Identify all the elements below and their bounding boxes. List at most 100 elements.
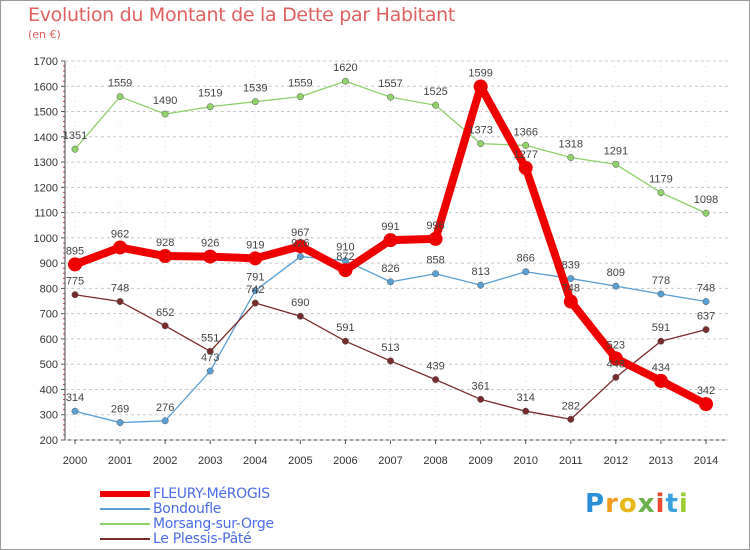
data-label-morsang-sur-orge-2001: 1559 <box>108 78 132 90</box>
data-point-morsang-sur-orge-2005 <box>296 93 304 101</box>
y-tick-label-1400: 1400 <box>34 132 58 144</box>
data-point-bondoufle-2008 <box>432 270 440 278</box>
data-label-bondoufle-2011: 839 <box>562 260 580 272</box>
y-tick-label-1200: 1200 <box>34 182 58 194</box>
data-point-bondoufle-2002 <box>161 417 169 425</box>
data-point-bondoufle-2005 <box>296 253 304 261</box>
logo-letter: i <box>678 489 689 519</box>
data-label-morsang-sur-orge-2009: 1373 <box>468 125 492 137</box>
data-point-fleury-m-rogis-2001 <box>113 240 128 255</box>
data-label-le-plessis-p-t--2005: 690 <box>291 297 309 309</box>
x-tick-label-2004: 2004 <box>243 455 267 467</box>
data-point-morsang-sur-orge-2011 <box>567 154 575 161</box>
data-point-fleury-m-rogis-2006 <box>338 263 353 278</box>
x-tick-label-2010: 2010 <box>513 455 537 467</box>
data-label-bondoufle-2001: 269 <box>111 404 129 416</box>
data-label-fleury-m-rogis-2005: 967 <box>291 227 309 239</box>
data-point-morsang-sur-orge-2009 <box>477 140 485 148</box>
data-label-le-plessis-p-t--2009: 361 <box>471 380 489 392</box>
y-tick-label-400: 400 <box>40 384 58 396</box>
data-point-bondoufle-2009 <box>477 281 485 289</box>
x-tick-label-2007: 2007 <box>378 455 402 467</box>
x-tick-label-2000: 2000 <box>63 455 87 467</box>
chart-subtitle: (en €) <box>28 28 61 41</box>
data-label-le-plessis-p-t--2012: 448 <box>607 358 625 370</box>
data-point-morsang-sur-orge-2006 <box>341 77 349 85</box>
x-tick-label-2002: 2002 <box>153 455 177 467</box>
x-tick-label-2012: 2012 <box>604 455 628 467</box>
data-point-morsang-sur-orge-2001 <box>116 93 124 101</box>
y-tick-label-500: 500 <box>40 359 58 371</box>
data-point-fleury-m-rogis-2005 <box>293 239 308 254</box>
data-point-bondoufle-2001 <box>116 419 124 427</box>
data-point-le-plessis-p-t--2011 <box>567 415 575 423</box>
data-label-morsang-sur-orge-2008: 1525 <box>423 86 447 98</box>
data-point-le-plessis-p-t--2008 <box>432 376 440 384</box>
logo-letter: t <box>665 489 679 519</box>
data-point-bondoufle-2004 <box>251 287 259 295</box>
data-label-fleury-m-rogis-2001: 962 <box>111 228 129 240</box>
data-point-le-plessis-p-t--2012 <box>612 373 620 381</box>
legend-label-morsang: Morsang-sur-Orge <box>153 516 274 532</box>
data-label-morsang-sur-orge-2013: 1179 <box>649 174 673 186</box>
data-point-le-plessis-p-t--2000 <box>71 291 79 299</box>
data-label-fleury-m-rogis-2012: 523 <box>607 339 625 351</box>
legend-label-plessis: Le Plessis-Pâté <box>153 531 252 547</box>
chart-title: Evolution du Montant de la Dette par Hab… <box>28 4 456 26</box>
legend-label-bondoufle: Bondoufle <box>153 501 222 517</box>
x-tick-label-2013: 2013 <box>649 455 673 467</box>
data-label-fleury-m-rogis-2008: 996 <box>426 220 444 232</box>
data-point-fleury-m-rogis-2014 <box>699 397 713 412</box>
data-label-le-plessis-p-t--2008: 439 <box>426 361 444 373</box>
data-label-morsang-sur-orge-2011: 1318 <box>559 139 583 151</box>
data-point-bondoufle-2010 <box>522 268 530 276</box>
y-tick-label-200: 200 <box>40 435 58 447</box>
proxiti-logo: Proxiti <box>585 489 689 519</box>
data-label-fleury-m-rogis-2003: 926 <box>201 238 219 250</box>
data-point-fleury-m-rogis-2011 <box>563 294 578 309</box>
data-label-bondoufle-2013: 778 <box>652 275 670 287</box>
data-label-fleury-m-rogis-2013: 434 <box>652 362 670 374</box>
data-point-le-plessis-p-t--2013 <box>657 337 665 345</box>
series-layer <box>68 77 713 427</box>
data-point-fleury-m-rogis-2010 <box>518 160 533 175</box>
y-tick-label-300: 300 <box>40 410 58 422</box>
data-point-morsang-sur-orge-2002 <box>161 110 169 118</box>
data-point-morsang-sur-orge-2000 <box>71 145 79 153</box>
data-point-fleury-m-rogis-2003 <box>203 249 218 264</box>
y-tick-label-1000: 1000 <box>34 233 58 245</box>
data-label-morsang-sur-orge-2004: 1539 <box>243 83 267 95</box>
data-label-fleury-m-rogis-2004: 919 <box>246 239 264 251</box>
y-tick-label-1500: 1500 <box>34 107 58 119</box>
legend-label-fleury: FLEURY-MéROGIS <box>153 486 270 502</box>
data-label-fleury-m-rogis-2006: 872 <box>336 251 354 263</box>
x-tick-label-2008: 2008 <box>423 455 447 467</box>
y-tick-label-1300: 1300 <box>34 157 58 169</box>
data-point-bondoufle-2012 <box>612 282 620 290</box>
data-point-le-plessis-p-t--2003 <box>206 347 214 355</box>
legend-swatch-morsang <box>100 523 150 525</box>
logo-letter: P <box>585 489 606 519</box>
data-label-bondoufle-2014: 748 <box>697 283 715 295</box>
data-label-le-plessis-p-t--2002: 652 <box>156 307 174 319</box>
data-label-bondoufle-2010: 866 <box>517 253 535 265</box>
data-point-le-plessis-p-t--2006 <box>341 337 349 345</box>
data-point-le-plessis-p-t--2009 <box>477 395 485 403</box>
data-point-morsang-sur-orge-2004 <box>251 98 259 106</box>
data-point-fleury-m-rogis-2007 <box>383 233 398 248</box>
data-label-morsang-sur-orge-2005: 1559 <box>288 78 312 90</box>
data-point-morsang-sur-orge-2008 <box>432 101 440 109</box>
data-point-morsang-sur-orge-2003 <box>206 103 214 111</box>
x-tick-label-2011: 2011 <box>559 455 583 467</box>
data-label-fleury-m-rogis-2009: 1599 <box>468 68 492 80</box>
data-label-le-plessis-p-t--2007: 513 <box>381 342 399 354</box>
data-point-fleury-m-rogis-2008 <box>428 231 443 246</box>
legend-swatch-fleury <box>100 491 150 497</box>
data-point-le-plessis-p-t--2007 <box>387 357 394 365</box>
data-point-le-plessis-p-t--2010 <box>522 407 530 415</box>
y-tick-label-1100: 1100 <box>34 208 58 220</box>
data-label-le-plessis-p-t--2001: 748 <box>111 283 129 295</box>
data-label-bondoufle-2000: 314 <box>66 392 84 404</box>
logo-letter: i <box>655 489 666 519</box>
